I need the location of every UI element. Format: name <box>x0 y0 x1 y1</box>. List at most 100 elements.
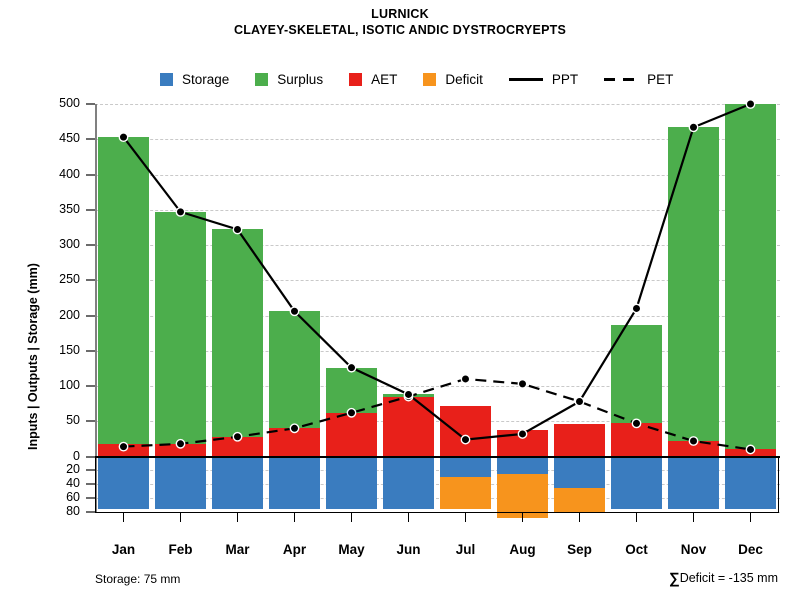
bar-aet-Aug <box>496 429 549 457</box>
legend-item-aet[interactable]: AET <box>349 72 397 87</box>
x-tick-Apr <box>293 513 296 522</box>
bar-aet-Nov <box>667 440 720 457</box>
y-upper-350-tick <box>86 208 95 211</box>
bar-surplus-Feb <box>154 211 207 444</box>
zero-baseline <box>95 456 780 458</box>
y-upper-0-label: 0 <box>73 448 80 463</box>
x-tick-Nov <box>692 513 695 522</box>
bar-aet-Apr <box>268 428 321 457</box>
y-upper-250-label: 250 <box>59 272 80 287</box>
legend-item-surplus[interactable]: Surplus <box>255 72 323 87</box>
legend-label: AET <box>371 71 398 87</box>
y-lower-60-tick <box>86 497 95 500</box>
storage-note: Storage: 75 mm <box>95 572 181 586</box>
legend-swatch-icon <box>349 72 363 86</box>
gridline-lower-20 <box>95 470 780 472</box>
bar-aet-Jun <box>382 396 435 457</box>
storage-panel-border <box>95 457 779 513</box>
y-upper-200-label: 200 <box>59 307 80 322</box>
y-upper-500-tick <box>86 103 95 105</box>
bar-aet-Jan <box>97 443 150 457</box>
y-lower-80-label: 80 <box>66 504 80 518</box>
y-upper-50-label: 50 <box>66 413 80 428</box>
x-tick-Aug <box>521 513 524 522</box>
x-axis-label-Sep: Sep <box>567 542 592 557</box>
bar-deficit-Aug <box>496 473 549 518</box>
y-upper-100-label: 100 <box>59 378 80 392</box>
x-axis-label-Jan: Jan <box>111 542 136 557</box>
bar-storage-Sep <box>553 456 606 488</box>
x-axis-label-Apr: Apr <box>282 542 307 557</box>
bar-surplus-Nov <box>667 126 720 441</box>
x-tick-Dec <box>749 513 752 522</box>
y-lower-80-tick <box>86 511 95 513</box>
x-tick-May <box>350 513 353 522</box>
x-axis-label-Jun: Jun <box>396 542 421 557</box>
y-upper-100-tick <box>86 385 95 387</box>
y-upper-500-label: 500 <box>59 96 80 110</box>
bar-storage-May <box>325 456 378 509</box>
bar-storage-Jan <box>97 456 150 509</box>
y-upper-450-label: 450 <box>59 131 80 146</box>
x-axis-label-Dec: Dec <box>738 542 763 557</box>
x-tick-Sep <box>578 513 581 522</box>
plot-area <box>95 104 780 518</box>
bar-storage-Nov <box>667 456 720 509</box>
legend-item-storage[interactable]: Storage <box>160 72 229 87</box>
y-lower-20-tick <box>86 469 95 472</box>
bar-storage-Jul <box>439 456 492 477</box>
x-axis-label-Oct: Oct <box>625 542 648 557</box>
bar-storage-Apr <box>268 456 321 509</box>
y-upper-300-tick <box>86 244 95 246</box>
chart-legend: Storage Surplus AET Deficit PPT PET <box>160 69 720 89</box>
deficit-total-text: Deficit = -135 mm <box>679 571 778 585</box>
y-upper-400-tick <box>86 173 95 176</box>
gridline-upper-500 <box>95 104 780 105</box>
bar-storage-Mar <box>211 456 264 509</box>
bar-aet-Feb <box>154 443 207 457</box>
bar-aet-Jul <box>439 405 492 457</box>
x-tick-Jan <box>122 513 125 522</box>
y-upper-0-tick <box>86 455 95 458</box>
y-upper-50-tick <box>86 420 95 423</box>
y-lower-20-label: 20 <box>66 462 80 477</box>
y-lower-40-label: 40 <box>66 476 80 491</box>
bar-surplus-Mar <box>211 229 264 438</box>
y-axis-line <box>95 104 97 513</box>
chart-title-line2: CLAYEY-SKELETAL, ISOTIC ANDIC DYSTROCRYE… <box>233 23 566 37</box>
legend-label: PPT <box>551 71 579 87</box>
bar-storage-Jun <box>382 456 435 509</box>
y-upper-450-tick <box>86 138 95 141</box>
bar-surplus-Oct <box>610 325 663 424</box>
bar-aet-Oct <box>610 423 663 457</box>
y-upper-150-tick <box>86 349 95 352</box>
x-tick-Jul <box>464 513 467 522</box>
x-axis-label-Feb: Feb <box>168 542 193 557</box>
x-axis-label-Mar: Mar <box>225 542 250 557</box>
x-axis-label-Jul: Jul <box>455 542 476 557</box>
legend-swatch-icon <box>160 72 173 86</box>
x-axis-label-Aug: Aug <box>509 542 536 557</box>
x-tick-Mar <box>236 513 239 522</box>
x-tick-Feb <box>179 513 182 522</box>
bar-aet-Sep <box>553 424 606 457</box>
bar-surplus-May <box>325 367 378 413</box>
legend-item-deficit[interactable]: Deficit <box>423 72 483 87</box>
bar-deficit-Jul <box>439 476 492 509</box>
legend-item-ppt[interactable]: PPT <box>508 71 579 87</box>
y-upper-200-tick <box>86 314 95 317</box>
legend-label: Surplus <box>277 71 324 87</box>
y-upper-300-label: 300 <box>59 237 80 251</box>
bar-deficit-Sep <box>553 487 606 512</box>
y-lower-40-tick <box>86 483 95 486</box>
chart-title: LURNICK CLAYEY-SKELETAL, ISOTIC ANDIC DY… <box>0 6 800 38</box>
x-tick-Jun <box>407 513 410 522</box>
x-tick-Oct <box>635 513 638 522</box>
chart-title-line1: LURNICK <box>371 7 429 21</box>
legend-swatch-icon <box>255 72 269 86</box>
legend-item-pet[interactable]: PET <box>604 72 673 87</box>
bar-surplus-Jun <box>382 394 435 397</box>
legend-label: Deficit <box>445 71 483 87</box>
y-upper-150-label: 150 <box>59 342 80 357</box>
